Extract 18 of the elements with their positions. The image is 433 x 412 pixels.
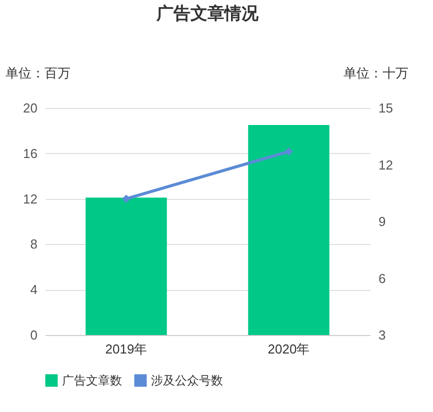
y2-tick-label: 12 [378, 157, 393, 172]
y-tick-label: 16 [23, 146, 38, 161]
y2-axis-title: 单位：十万 [344, 66, 408, 80]
y-tick-label: 8 [30, 236, 38, 252]
legend-label: 涉及公众号数 [151, 374, 223, 388]
y-tick-label: 0 [30, 328, 38, 342]
legend-label: 广告文章数 [62, 374, 122, 388]
y2-tick-label: 9 [378, 214, 386, 229]
y2-tick-label: 3 [378, 328, 386, 342]
y2-tick-label: 15 [378, 100, 393, 116]
y-axis-title: 单位：百万 [6, 66, 70, 80]
y-tick-label: 12 [23, 191, 38, 206]
y2-tick-label: 6 [378, 270, 386, 286]
y-tick-label: 20 [23, 100, 38, 116]
x-tick-label: 2019年 [105, 342, 148, 356]
y-tick-label: 4 [30, 282, 38, 298]
chart-title: 广告文章情况 [156, 4, 260, 23]
x-tick-label: 2020年 [268, 342, 310, 356]
